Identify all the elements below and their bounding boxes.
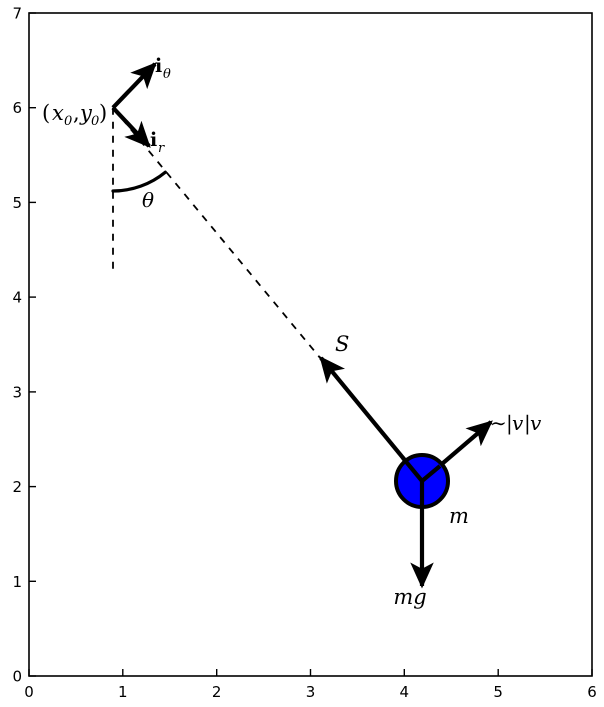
drag-tilde-symbol: ∼ — [490, 411, 507, 435]
pivot-coordinate-label: ( x 0 , y 0 ) — [42, 101, 107, 129]
i-r-base-symbol: i — [150, 129, 157, 151]
y-axis-tick-labels: 0 1 2 3 4 5 6 7 — [12, 5, 22, 686]
i-r-vector-arrow — [111, 106, 151, 148]
i-theta-label: i θ — [155, 55, 171, 82]
y-tick-label-3: 3 — [12, 383, 22, 401]
y-tick-label-7: 7 — [12, 5, 22, 23]
x-tick-label-4: 4 — [400, 683, 410, 701]
x-tick-label-5: 5 — [493, 683, 503, 701]
drag-velocity-symbol: v — [530, 411, 542, 435]
vector-stubs-over-mass — [401, 456, 442, 508]
weight-label: mg — [393, 585, 426, 609]
pivot-x-subscript: 0 — [64, 114, 72, 129]
i-theta-subscript: θ — [163, 67, 171, 82]
y-tick-label-2: 2 — [12, 478, 22, 496]
y-tick-label-5: 5 — [12, 194, 22, 212]
i-r-subscript: r — [158, 141, 165, 156]
pivot-paren-close: ) — [99, 101, 107, 125]
i-theta-vector-arrow — [111, 62, 157, 110]
pivot-paren-open: ( — [42, 101, 50, 125]
drag-abs-bar-left: | — [506, 411, 513, 436]
pivot-y-symbol: y — [79, 101, 93, 125]
drag-speed-symbol: v — [512, 411, 524, 435]
y-tick-label-4: 4 — [12, 289, 22, 307]
x-tick-label-1: 1 — [118, 683, 128, 701]
drag-force-label: ∼ | v | v — [490, 411, 542, 436]
theta-arc — [111, 170, 167, 193]
drag-abs-bar-right: | — [524, 411, 531, 436]
x-axis-tick-labels: 0 1 2 3 4 5 6 — [24, 683, 597, 701]
pivot-comma: , — [73, 101, 80, 125]
mass-label: m — [449, 504, 469, 528]
y-tick-label-6: 6 — [12, 99, 22, 117]
y-tick-label-0: 0 — [12, 668, 22, 686]
x-axis-ticks — [28, 669, 593, 676]
x-tick-label-3: 3 — [306, 683, 316, 701]
tension-stub — [401, 456, 424, 483]
pivot-y-subscript: 0 — [91, 114, 99, 129]
i-theta-base-symbol: i — [155, 55, 162, 77]
theta-angle-label: θ — [142, 188, 154, 212]
pivot-x-symbol: x — [52, 101, 64, 125]
x-tick-label-0: 0 — [24, 683, 34, 701]
plot-frame — [28, 12, 593, 677]
y-tick-label-1: 1 — [12, 573, 22, 591]
y-axis-ticks — [29, 12, 36, 677]
x-tick-label-2: 2 — [212, 683, 222, 701]
tension-label: S — [335, 332, 349, 356]
drag-stub — [420, 464, 442, 483]
x-tick-label-6: 6 — [587, 683, 597, 701]
i-r-label: i r — [150, 129, 165, 156]
dashed-pendulum-rod — [112, 107, 423, 482]
